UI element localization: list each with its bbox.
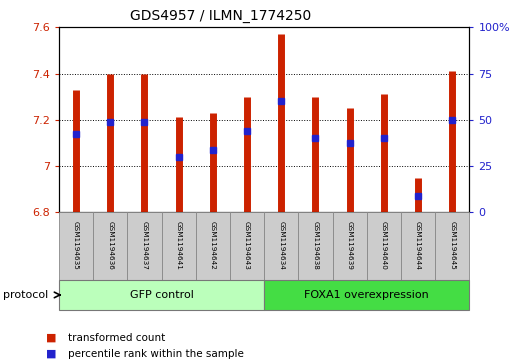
Bar [401,212,435,280]
Text: GSM1194642: GSM1194642 [210,221,216,270]
Text: ■: ■ [46,349,56,359]
Text: GSM1194639: GSM1194639 [347,221,353,270]
Bar [93,212,127,280]
Bar [59,280,264,310]
Bar [264,280,469,310]
Text: GSM1194638: GSM1194638 [312,221,319,270]
Text: transformed count: transformed count [68,333,165,343]
Bar [230,212,264,280]
Bar [264,212,299,280]
Text: GSM1194645: GSM1194645 [449,221,456,270]
Text: GSM1194634: GSM1194634 [278,221,284,270]
Text: GSM1194640: GSM1194640 [381,221,387,270]
Bar [435,212,469,280]
Bar [127,212,162,280]
Text: protocol: protocol [3,290,48,300]
Text: GSM1194636: GSM1194636 [107,221,113,270]
Text: GSM1194643: GSM1194643 [244,221,250,270]
Bar [196,212,230,280]
Text: FOXA1 overexpression: FOXA1 overexpression [304,290,429,300]
Bar [367,212,401,280]
Text: GDS4957 / ILMN_1774250: GDS4957 / ILMN_1774250 [130,9,311,23]
Text: GSM1194637: GSM1194637 [142,221,148,270]
Text: ■: ■ [46,333,56,343]
Bar [59,212,93,280]
Bar [162,212,196,280]
Text: GSM1194644: GSM1194644 [415,221,421,270]
Bar [299,212,332,280]
Text: percentile rank within the sample: percentile rank within the sample [68,349,244,359]
Text: GSM1194635: GSM1194635 [73,221,79,270]
Text: GFP control: GFP control [130,290,193,300]
Text: GSM1194641: GSM1194641 [175,221,182,270]
Bar [332,212,367,280]
